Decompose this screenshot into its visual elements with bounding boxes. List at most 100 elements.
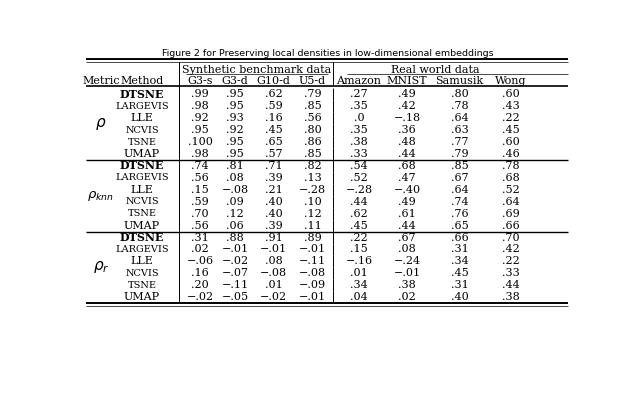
Text: .44: .44 [398, 149, 416, 159]
Text: .49: .49 [398, 197, 416, 207]
Text: .08: .08 [398, 245, 416, 254]
Text: .70: .70 [191, 209, 209, 219]
Text: .85: .85 [451, 161, 468, 171]
Text: .95: .95 [226, 137, 244, 147]
Text: .92: .92 [226, 125, 244, 135]
Text: .67: .67 [451, 173, 468, 183]
Text: .36: .36 [398, 125, 416, 135]
Text: .35: .35 [350, 101, 368, 111]
Text: .95: .95 [226, 89, 244, 99]
Text: .52: .52 [502, 185, 520, 195]
Text: .54: .54 [350, 161, 368, 171]
Text: −.28: −.28 [299, 185, 326, 195]
Text: .33: .33 [350, 149, 368, 159]
Text: −.08: −.08 [260, 268, 287, 279]
Text: Real world data: Real world data [390, 65, 479, 75]
Text: .15: .15 [350, 245, 368, 254]
Text: DTSNE: DTSNE [120, 232, 164, 243]
Text: .98: .98 [191, 149, 209, 159]
Text: .91: .91 [265, 233, 283, 243]
Text: .08: .08 [226, 173, 244, 183]
Text: .49: .49 [398, 89, 416, 99]
Text: .81: .81 [226, 161, 244, 171]
Text: .98: .98 [191, 101, 209, 111]
Text: .69: .69 [502, 209, 520, 219]
Text: −.07: −.07 [221, 268, 248, 279]
Text: .33: .33 [502, 268, 520, 279]
Text: .59: .59 [265, 101, 283, 111]
Text: .95: .95 [191, 125, 209, 135]
Text: UMAP: UMAP [124, 292, 160, 302]
Text: Method: Method [120, 76, 164, 85]
Text: TSNE: TSNE [127, 137, 157, 146]
Text: .68: .68 [398, 161, 416, 171]
Text: −.02: −.02 [221, 256, 248, 266]
Text: Figure 2 for Preserving local densities in low-dimensional embeddings: Figure 2 for Preserving local densities … [162, 49, 494, 58]
Text: .02: .02 [191, 245, 209, 254]
Text: .78: .78 [451, 101, 468, 111]
Text: TSNE: TSNE [127, 209, 157, 218]
Text: .44: .44 [350, 197, 368, 207]
Text: .78: .78 [502, 161, 520, 171]
Text: .22: .22 [350, 233, 368, 243]
Text: −.02: −.02 [260, 292, 287, 302]
Text: .45: .45 [350, 220, 368, 231]
Text: −.28: −.28 [346, 185, 372, 195]
Text: .80: .80 [303, 125, 321, 135]
Text: .63: .63 [451, 125, 468, 135]
Text: LLE: LLE [131, 185, 154, 195]
Text: .46: .46 [502, 149, 520, 159]
Text: .64: .64 [502, 197, 520, 207]
Text: .39: .39 [265, 173, 283, 183]
Text: .22: .22 [502, 256, 520, 266]
Text: .02: .02 [398, 292, 416, 302]
Text: −.08: −.08 [299, 268, 326, 279]
Text: .82: .82 [303, 161, 321, 171]
Text: .38: .38 [398, 280, 416, 290]
Text: .44: .44 [502, 280, 520, 290]
Text: .71: .71 [265, 161, 283, 171]
Text: U5-d: U5-d [299, 76, 326, 85]
Text: MNIST: MNIST [387, 76, 428, 85]
Text: −.11: −.11 [299, 256, 326, 266]
Text: .40: .40 [265, 197, 283, 207]
Text: .15: .15 [191, 185, 209, 195]
Text: .10: .10 [303, 197, 321, 207]
Text: NCVIS: NCVIS [125, 126, 159, 135]
Text: .76: .76 [451, 209, 468, 219]
Text: TSNE: TSNE [127, 281, 157, 290]
Text: $\rho_{r}$: $\rho_{r}$ [93, 259, 109, 275]
Text: .47: .47 [398, 173, 416, 183]
Text: −.18: −.18 [394, 113, 420, 123]
Text: .06: .06 [226, 220, 244, 231]
Text: .31: .31 [451, 245, 468, 254]
Text: DTSNE: DTSNE [120, 89, 164, 100]
Text: −.01: −.01 [299, 292, 326, 302]
Text: .56: .56 [191, 220, 209, 231]
Text: LLE: LLE [131, 113, 154, 123]
Text: LLE: LLE [131, 256, 154, 266]
Text: .01: .01 [265, 280, 283, 290]
Text: .74: .74 [191, 161, 209, 171]
Text: .85: .85 [303, 101, 321, 111]
Text: .67: .67 [398, 233, 416, 243]
Text: LARGEVIS: LARGEVIS [115, 173, 169, 182]
Text: .80: .80 [451, 89, 468, 99]
Text: G10-d: G10-d [257, 76, 291, 85]
Text: .66: .66 [451, 233, 468, 243]
Text: .77: .77 [451, 137, 468, 147]
Text: .70: .70 [502, 233, 520, 243]
Text: −.01: −.01 [394, 268, 420, 279]
Text: .64: .64 [451, 113, 468, 123]
Text: .65: .65 [451, 220, 468, 231]
Text: .44: .44 [398, 220, 416, 231]
Text: −.06: −.06 [187, 256, 214, 266]
Text: .66: .66 [502, 220, 520, 231]
Text: .99: .99 [191, 89, 209, 99]
Text: −.16: −.16 [346, 256, 372, 266]
Text: Wong: Wong [495, 76, 527, 85]
Text: .56: .56 [191, 173, 209, 183]
Text: .88: .88 [226, 233, 244, 243]
Text: .59: .59 [191, 197, 209, 207]
Text: .04: .04 [350, 292, 368, 302]
